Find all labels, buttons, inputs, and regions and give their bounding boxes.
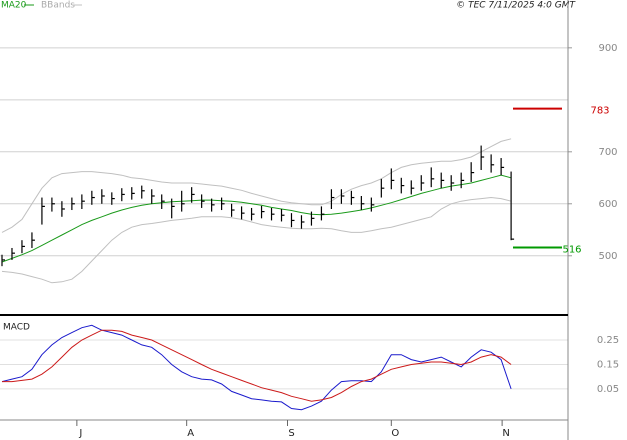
macd-line xyxy=(1,324,512,411)
y-tick-label: 0.15 xyxy=(597,359,619,370)
level-label: 516 xyxy=(562,244,581,255)
level-label: 783 xyxy=(590,106,609,117)
macd-line xyxy=(2,329,512,402)
y-tick-label: 0.05 xyxy=(597,384,619,395)
x-tick-label: O xyxy=(391,428,399,439)
y-tick-label: 0.25 xyxy=(597,335,619,346)
macd-title: MACD xyxy=(3,323,30,333)
y-tick-label: 600 xyxy=(598,199,617,210)
legend-bbands: BBands xyxy=(41,1,75,11)
copyright: © TEC 7/11/2025 4:0 GMT xyxy=(456,1,576,11)
ma-line xyxy=(1,174,512,263)
x-tick-label: N xyxy=(502,428,509,439)
x-tick-label: A xyxy=(187,428,194,439)
x-tick-label: J xyxy=(78,428,82,439)
bband-line xyxy=(1,196,512,284)
legend-ma: MA20 xyxy=(1,1,27,11)
bband-line xyxy=(1,138,512,233)
y-tick-label: 700 xyxy=(598,147,617,158)
x-tick-label: S xyxy=(288,428,294,439)
y-tick-label: 900 xyxy=(598,43,617,54)
y-tick-label: 500 xyxy=(598,251,617,262)
